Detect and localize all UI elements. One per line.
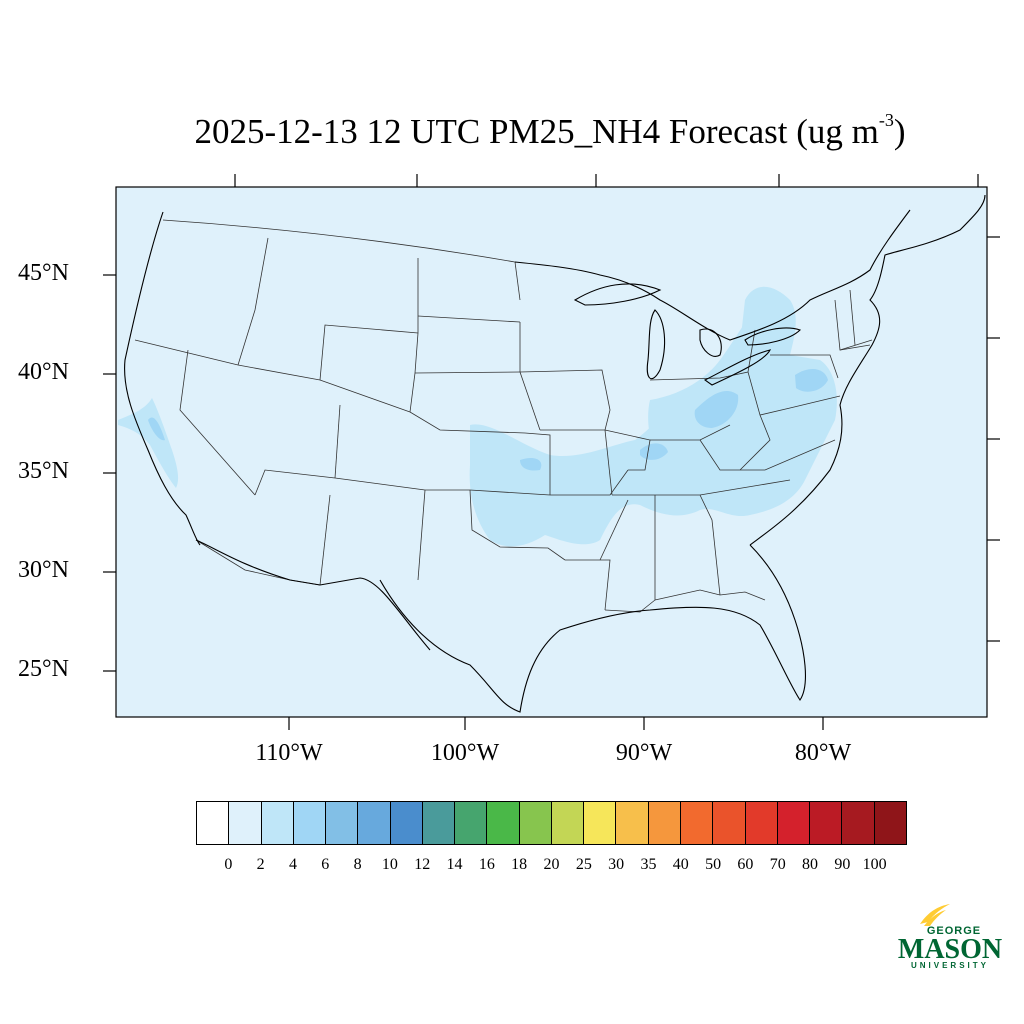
colorbar-label: 0 [224, 856, 233, 873]
colorbar-label: 14 [446, 856, 463, 873]
colorbar-swatch [293, 802, 327, 844]
colorbar-label: 80 [802, 856, 819, 873]
colorbar-swatch [810, 802, 843, 844]
colorbar-swatch [551, 802, 585, 844]
plume-ohio-valley [648, 303, 827, 462]
peak-layer [148, 368, 828, 471]
lon-label-110w: 110°W [255, 740, 323, 766]
map-frame [115, 186, 988, 718]
colorbar-swatch [519, 802, 552, 844]
colorbar-swatch [229, 802, 262, 844]
plume-california-valley [118, 398, 179, 488]
colorbar-label: 50 [705, 856, 722, 873]
colorbar-swatch [874, 802, 906, 844]
colorbar-label: 70 [769, 856, 786, 873]
colorbar-label: 2 [256, 856, 265, 873]
lat-label-30n: 30°N [18, 557, 69, 583]
colorbar-swatch [745, 802, 778, 844]
lat-label-35n: 35°N [18, 458, 69, 484]
colorbar-swatch [584, 802, 617, 844]
colorbar-label: 10 [381, 856, 398, 873]
lat-label-25n: 25°N [18, 656, 69, 682]
lon-label-90w: 90°W [615, 740, 673, 766]
atlantic-coast [749, 194, 986, 546]
lon-label-80w: 80°W [794, 740, 852, 766]
colorbar-swatch [648, 802, 681, 844]
title-close: ) [893, 112, 906, 151]
lake-erie [703, 349, 772, 386]
lat-label-45n: 45°N [18, 260, 69, 286]
colorbar-swatch [842, 802, 875, 844]
colorbar-swatch [261, 802, 294, 844]
logo-text-george: GEORGE [927, 925, 981, 937]
coastlines [124, 194, 986, 713]
lon-label-100w: 100°W [430, 740, 500, 766]
peak-indiana-ohio [694, 390, 739, 428]
logo-text-university: UNIVERSITY [911, 961, 989, 970]
colorbar-swatch [680, 802, 714, 844]
lat-label-40n: 40°N [18, 359, 69, 385]
gulf-coast [379, 544, 806, 713]
logo-swoosh-icon [920, 904, 950, 924]
colorbar-label: 16 [478, 856, 495, 873]
lake-michigan [646, 309, 666, 380]
lake-huron [699, 328, 722, 357]
colorbar-swatch [616, 802, 649, 844]
tick-marks [103, 174, 1000, 730]
colorbar-swatch [777, 802, 811, 844]
title-superscript: -3 [878, 110, 894, 131]
george-mason-logo: GEORGE MASON UNIVERSITY [898, 904, 1002, 970]
colorbar-label: 18 [511, 856, 528, 873]
colorbar-label: 25 [575, 856, 592, 873]
colorbar [196, 801, 907, 845]
colorbar-label: 12 [414, 856, 431, 873]
state-boundaries [134, 219, 873, 613]
colorbar-swatch [487, 802, 520, 844]
colorbar-swatch [326, 802, 359, 844]
colorbar-label: 6 [321, 856, 330, 873]
title-text: 2025-12-13 12 UTC PM25_NH4 Forecast (ug … [194, 112, 879, 151]
colorbar-swatch [358, 802, 391, 844]
colorbar-swatch [197, 802, 230, 844]
mexico-border [195, 539, 431, 651]
colorbar-label: 35 [640, 856, 657, 873]
colorbar-swatch [422, 802, 456, 844]
plume-carolinas [735, 462, 799, 507]
canada-border [514, 209, 911, 341]
colorbar-label: 100 [862, 856, 887, 873]
colorbar-label: 20 [543, 856, 560, 873]
logo-text-mason: MASON [898, 934, 1002, 965]
colorbar-label: 30 [608, 856, 625, 873]
colorbar-label: 8 [353, 856, 362, 873]
map-title: 2025-12-13 12 UTC PM25_NH4 Forecast (ug … [0, 110, 1024, 152]
lake-ontario [744, 327, 802, 346]
colorbar-label: 60 [737, 856, 754, 873]
pacific-coast [124, 211, 201, 546]
peak-oklahoma [520, 458, 542, 471]
colorbar-swatch [455, 802, 488, 844]
peak-pennsylvania [795, 368, 828, 392]
colorbar-label: 40 [672, 856, 689, 873]
colorbar-label: 4 [288, 856, 297, 873]
peak-california [148, 417, 165, 441]
colorbar-label: 90 [834, 856, 851, 873]
colorbar-swatch [713, 802, 746, 844]
colorbar-swatch [390, 802, 423, 844]
plume-layer [118, 286, 837, 547]
lake-superior [573, 283, 662, 306]
